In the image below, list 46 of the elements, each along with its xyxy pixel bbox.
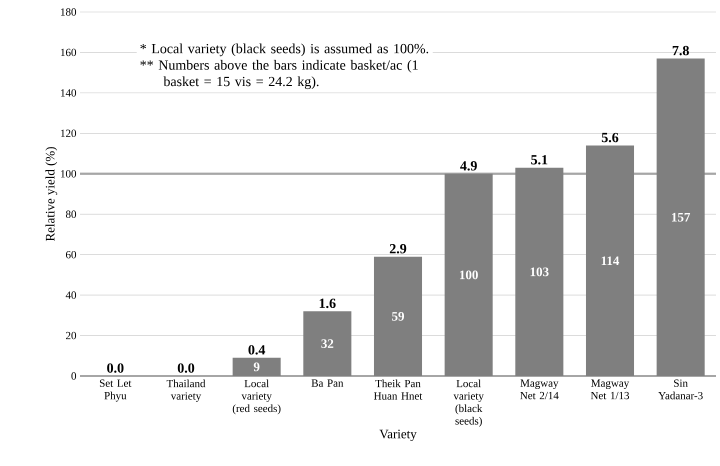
data-label: 157 bbox=[672, 212, 690, 222]
data-label: 59 bbox=[392, 312, 404, 321]
x-tick-label: Magway Net 1/13 bbox=[590, 380, 630, 400]
y-tick-label: 40 bbox=[66, 291, 76, 299]
annotation: 2.9 bbox=[390, 244, 406, 254]
bar bbox=[374, 256, 422, 376]
data-label: 9 bbox=[254, 362, 260, 372]
bar bbox=[656, 58, 705, 376]
x-tick-label: Theik Pan Huan Hnet bbox=[374, 380, 422, 400]
y-tick-label: 80 bbox=[66, 210, 76, 218]
y-tick-label: 60 bbox=[66, 250, 76, 258]
x-tick-label: Local variety (black seeds) bbox=[453, 380, 484, 427]
bar bbox=[586, 145, 634, 376]
y-tick-label: 100 bbox=[61, 170, 76, 178]
y-tick-label: 0 bbox=[71, 372, 76, 380]
data-label: 103 bbox=[530, 267, 549, 276]
y-tick-label: 20 bbox=[66, 332, 76, 340]
annotation: 0.4 bbox=[248, 345, 266, 355]
annotation: 4.9 bbox=[460, 161, 477, 171]
annotation: 5.1 bbox=[531, 155, 548, 165]
y-tick-label: 120 bbox=[61, 130, 76, 138]
bar bbox=[444, 174, 493, 376]
y-tick-label: 160 bbox=[61, 48, 76, 56]
annotation: * Local variety (black seeds) is assumed as 100%. bbox=[140, 43, 428, 56]
bar bbox=[303, 311, 352, 376]
x-tick-label: Set Let Phyu bbox=[100, 380, 132, 402]
annotation: 7.8 bbox=[672, 46, 689, 56]
x-tick-label: Local variety (red seeds) bbox=[232, 380, 281, 414]
data-label: 32 bbox=[321, 339, 334, 348]
annotation: ** Numbers above the bars indicate basket/ac (1 basket = 15 vis = 24.2 kg). bbox=[140, 60, 418, 90]
x-tick-label: Magway Net 2/14 bbox=[520, 380, 559, 400]
annotation: 0.0 bbox=[178, 363, 194, 373]
y-tick-label: 180 bbox=[61, 8, 76, 16]
y-axis-title: Relative yield (%) bbox=[45, 147, 58, 242]
x-tick-label: Thailand variety bbox=[166, 380, 206, 402]
y-tick-label: 140 bbox=[61, 89, 76, 97]
data-label: 100 bbox=[460, 270, 478, 280]
x-tick-label: Sin Yadanar-3 bbox=[658, 380, 703, 400]
x-axis-title: Variety bbox=[379, 430, 417, 442]
x-tick-label: Ba Pan bbox=[312, 380, 344, 387]
data-label: 114 bbox=[602, 256, 620, 266]
bar bbox=[232, 358, 281, 376]
annotation: 5.6 bbox=[602, 132, 618, 142]
annotation: 1.6 bbox=[320, 298, 336, 308]
bar bbox=[515, 168, 564, 376]
annotation: 0.0 bbox=[107, 363, 124, 373]
